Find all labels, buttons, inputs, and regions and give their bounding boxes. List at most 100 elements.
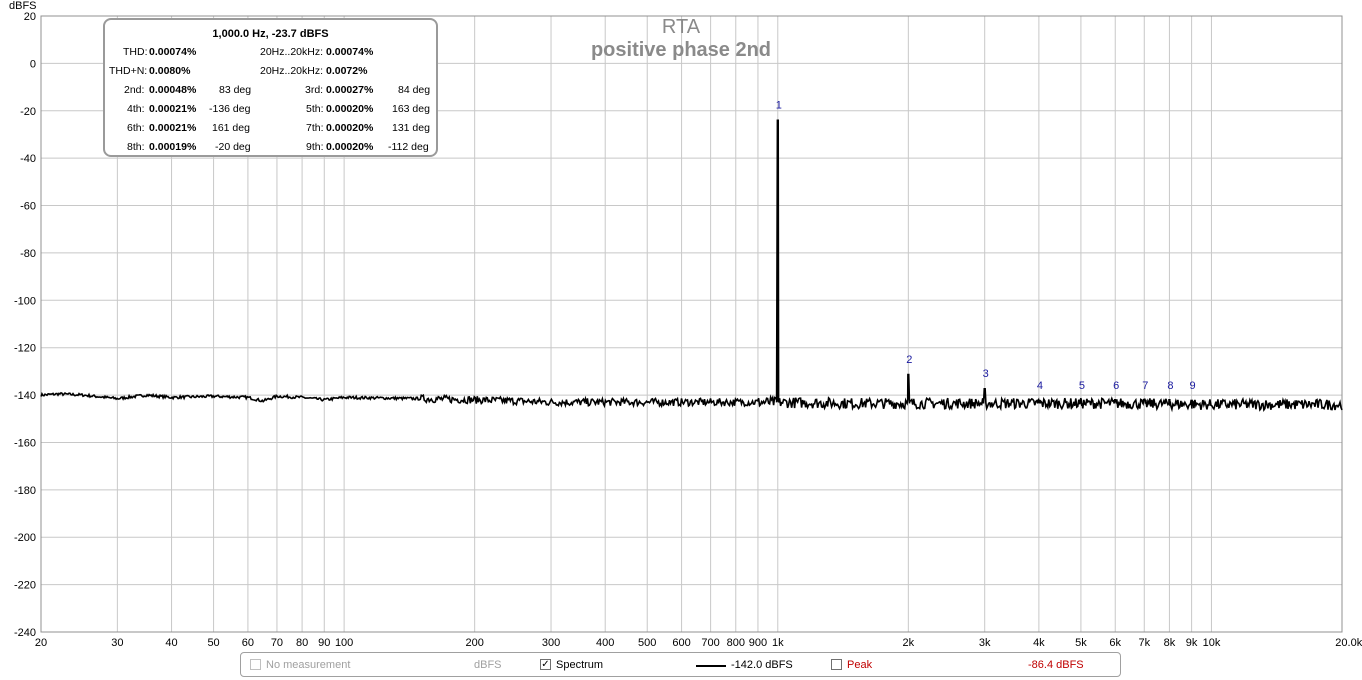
thdn-range-label: 20Hz..20kHz: [260,65,324,77]
harmonic-marker-label: 3 [983,368,989,380]
distortion-info-panel: 1,000.0 Hz, -23.7 dBFS THD: 0.00074% 20H… [103,18,438,157]
chart-title: RTA [662,16,701,38]
x-tick-label: 60 [242,637,254,649]
chart-subtitle: positive phase 2nd [591,39,771,61]
x-tick-label: 90 [318,637,330,649]
harmonic-6-label: 6th: [127,122,145,134]
y-tick-label: -240 [14,627,36,639]
harmonic-4-phase: -136 deg [209,103,251,115]
harmonic-9-phase: -112 deg [388,141,429,153]
harmonic-8-phase: -20 deg [215,141,251,153]
peak-value: -86.4 dBFS [1028,659,1084,671]
harmonic-5-value: 0.00020% [326,103,374,115]
spectrum-label: Spectrum [556,659,604,671]
spectrum-series-line [40,119,1343,413]
harmonic-3-value: 0.00027% [326,84,374,96]
harmonic-5-phase: 163 deg [392,103,430,115]
thd-range-label: 20Hz..20kHz: [260,46,324,58]
x-tick-label: 20.0k Hz [1335,637,1362,649]
spectrum-checkbox[interactable]: ✓ [540,659,551,670]
thdn-label: THD+N: [109,65,148,77]
harmonic-marker-label: 8 [1167,380,1173,392]
x-tick-label: 70 [271,637,283,649]
x-tick-label: 80 [296,637,308,649]
x-tick-label: 50 [207,637,219,649]
harmonic-3-label: 3rd: [305,84,324,96]
fundamental-readout: 1,000.0 Hz, -23.7 dBFS [212,28,329,40]
harmonic-7-phase: 131 deg [392,122,430,134]
harmonic-2-value: 0.00048% [149,84,197,96]
y-tick-label: -220 [14,580,36,592]
spectrum-line-swatch [696,665,726,667]
y-tick-label: -200 [14,532,36,544]
y-tick-label: -100 [14,295,36,307]
thd-value: 0.00074% [149,46,197,58]
harmonic-marker-label: 1 [776,100,782,112]
x-tick-label: 200 [465,637,483,649]
harmonic-7-value: 0.00020% [326,122,374,134]
x-tick-label: 40 [165,637,177,649]
rta-chart[interactable]: 200-20-40-60-80-100-120-140-160-180-200-… [0,0,1362,652]
x-tick-label: 7k [1138,637,1150,649]
x-tick-label: 6k [1109,637,1121,649]
y-tick-label: -120 [14,343,36,355]
harmonic-6-value: 0.00021% [149,122,197,134]
harmonic-8-value: 0.00019% [149,141,197,153]
x-tick-label: 500 [638,637,656,649]
y-tick-label: 20 [24,11,36,23]
thd-range-value: 0.00074% [326,46,374,58]
x-tick-label: 3k [979,637,991,649]
x-tick-label: 900 [749,637,767,649]
spectrum-value: -142.0 dBFS [731,659,793,671]
harmonic-4-value: 0.00021% [149,103,197,115]
harmonic-markers: 1 2 3 4 5 6 7 8 9 [776,100,1196,392]
harmonic-5-label: 5th: [306,103,324,115]
harmonic-3-phase: 84 deg [398,84,431,96]
harmonic-2-label: 2nd: [124,84,145,96]
x-tick-label: 2k [903,637,915,649]
legend-bar: No measurement dBFS ✓ Spectrum -142.0 dB… [240,652,1121,677]
harmonic-marker-label: 9 [1190,380,1196,392]
x-tick-label: 10k [1203,637,1221,649]
x-tick-label: 4k [1033,637,1045,649]
x-tick-label: 700 [701,637,719,649]
x-tick-label: 1k [772,637,784,649]
y-axis-ticks: 20 0 -20 -40 -60 -80 -100 -120 -140 -160 -180 -200 -… [14,11,36,639]
harmonic-8-label: 8th: [127,141,145,153]
x-tick-label: 8k [1164,637,1176,649]
x-tick-label: 9k [1186,637,1198,649]
harmonic-7-label: 7th: [306,122,324,134]
x-tick-label: 100 [335,637,353,649]
harmonic-6-phase: 161 deg [212,122,250,134]
y-tick-label: -40 [20,153,36,165]
harmonic-marker-label: 4 [1037,380,1043,392]
x-tick-label: 800 [727,637,745,649]
x-axis-ticks: 20 30 40 50 60 70 80 90 100 200 300 400 500 600 700 800… [35,637,1362,649]
harmonic-4-label: 4th: [127,103,145,115]
y-tick-label: -140 [14,390,36,402]
harmonic-marker-label: 2 [906,354,912,366]
x-tick-label: 5k [1075,637,1087,649]
plot-frame [40,15,1343,633]
x-tick-label: 300 [542,637,560,649]
y-tick-label: -60 [20,201,36,213]
x-tick-label: 600 [672,637,690,649]
no-measurement-checkbox[interactable] [250,659,261,670]
harmonic-marker-label: 5 [1079,380,1085,392]
harmonic-marker-label: 7 [1142,380,1148,392]
x-tick-label: 400 [596,637,614,649]
y-tick-label: -80 [20,248,36,260]
x-tick-label: 30 [111,637,123,649]
thd-label: THD: [123,46,148,58]
x-tick-label: 20 [35,637,47,649]
y-tick-label: 0 [30,58,36,70]
no-measurement-label: No measurement [266,659,351,671]
peak-label: Peak [847,659,873,671]
y-tick-label: -180 [14,485,36,497]
y-tick-label: -20 [20,106,36,118]
no-measurement-unit: dBFS [474,659,502,671]
y-tick-label: -160 [14,437,36,449]
peak-checkbox[interactable] [831,659,842,670]
harmonic-marker-label: 6 [1113,380,1119,392]
thdn-range-value: 0.0072% [326,65,368,77]
